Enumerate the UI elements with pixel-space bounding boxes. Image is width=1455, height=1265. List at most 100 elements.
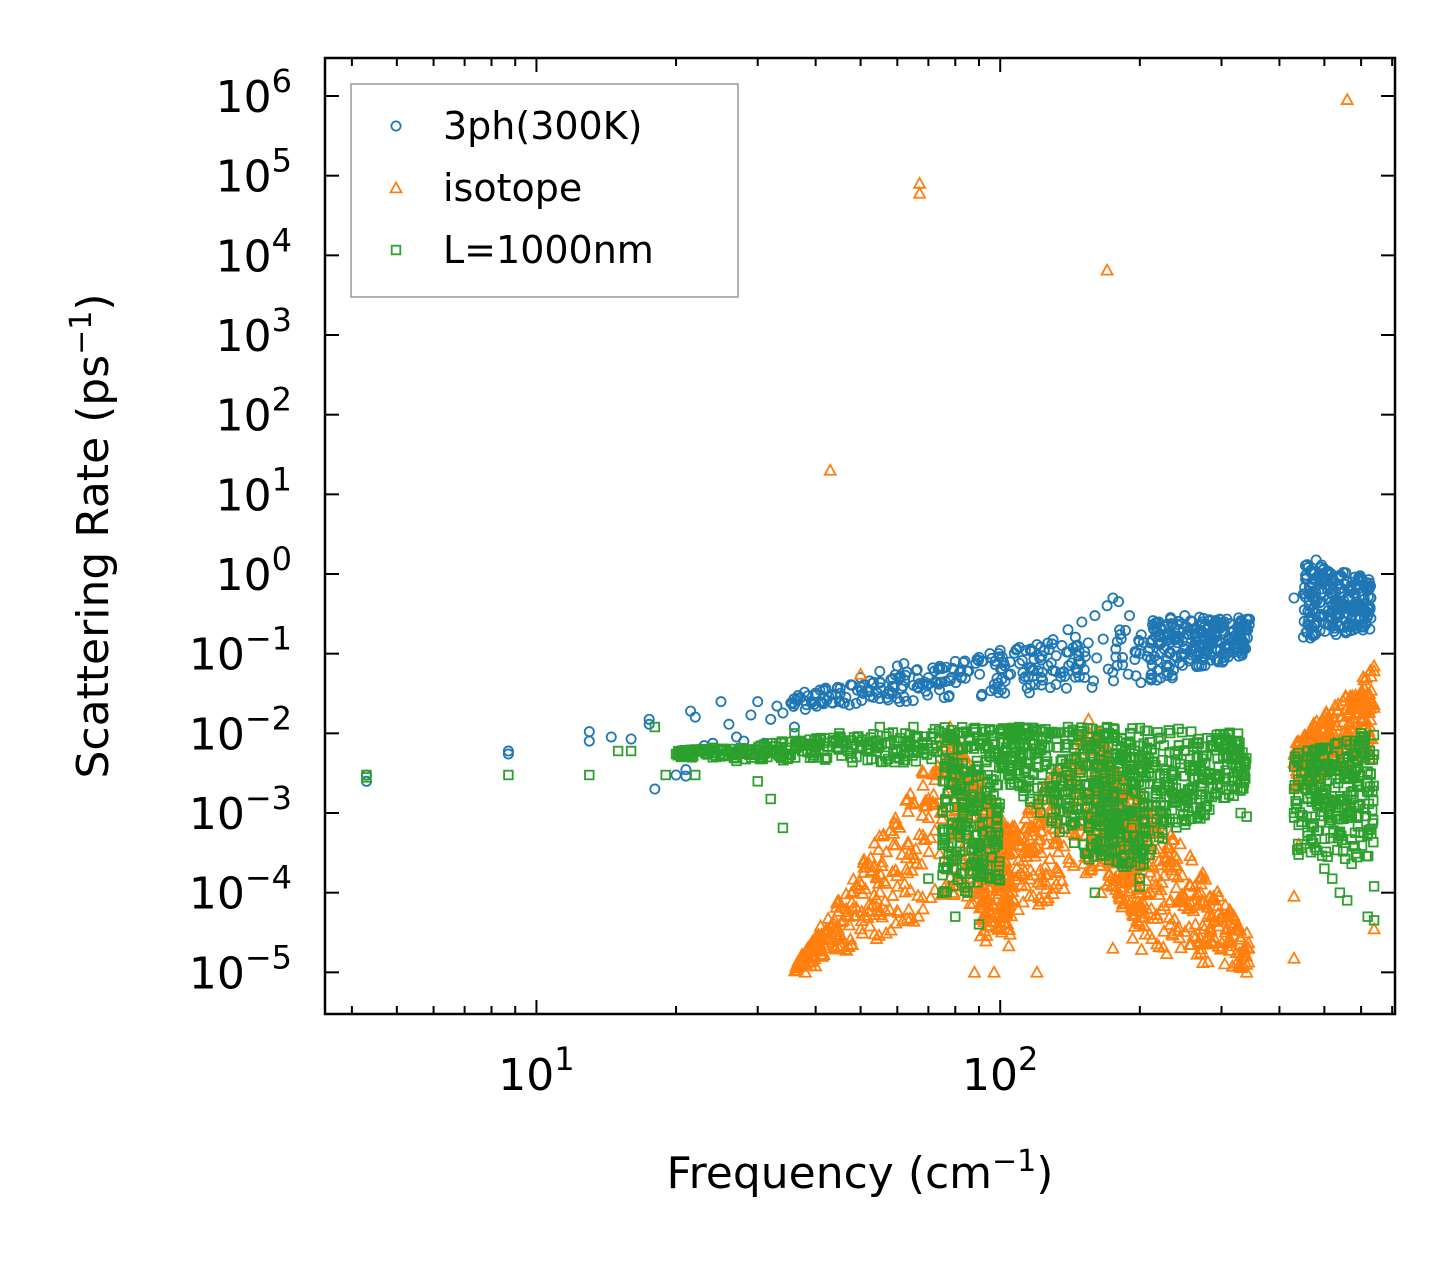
triangle-point — [912, 185, 927, 199]
triangle-point — [1198, 932, 1213, 946]
square-point — [1345, 786, 1357, 798]
triangle-point — [1034, 845, 1049, 859]
triangle-point — [1130, 894, 1146, 908]
square-point — [1288, 807, 1300, 819]
triangle-point — [1016, 894, 1031, 908]
circle-point — [1364, 623, 1376, 635]
triangle-point — [841, 939, 856, 953]
square-point — [1070, 775, 1081, 787]
square-point — [1062, 721, 1074, 733]
triangle-point — [1018, 878, 1034, 892]
triangle-point — [829, 900, 844, 913]
square-point — [1315, 773, 1327, 785]
triangle-point — [1113, 891, 1128, 905]
circle-point — [799, 703, 811, 715]
square-point — [857, 741, 868, 752]
square-point — [1212, 753, 1223, 764]
circle-point — [1207, 619, 1219, 631]
triangle-point — [1013, 866, 1028, 879]
square-point — [1152, 727, 1163, 738]
triangle-point — [860, 910, 875, 923]
triangle-point — [1203, 919, 1218, 933]
triangle-point — [901, 902, 916, 915]
triangle-point — [1049, 876, 1064, 890]
square-point — [889, 735, 900, 746]
square-point — [1060, 786, 1071, 798]
square-point — [1122, 831, 1133, 842]
square-point — [984, 724, 996, 735]
square-point — [1329, 739, 1341, 750]
square-point — [789, 728, 800, 739]
legend-label: 3ph(300K) — [443, 104, 642, 148]
circle-point — [1101, 600, 1113, 612]
y-tick-label: 10−2 — [189, 699, 292, 760]
circle-point — [943, 691, 955, 703]
circle-point — [1046, 638, 1058, 650]
circle-point — [1119, 624, 1131, 636]
square-point — [964, 876, 976, 888]
triangle-point — [1183, 937, 1198, 950]
square-point — [1093, 761, 1105, 773]
triangle-point — [1286, 888, 1302, 902]
square-point — [971, 761, 983, 772]
y-tick-label: 100 — [216, 540, 292, 601]
square-point — [1368, 881, 1380, 892]
circle-point — [1155, 648, 1167, 660]
circle-point — [502, 748, 514, 760]
square-point — [1338, 757, 1349, 768]
triangle-point — [1006, 879, 1021, 893]
y-tick-label: 103 — [216, 301, 292, 362]
triangle-point — [1354, 710, 1369, 724]
square-point — [1325, 814, 1336, 826]
square-point — [1184, 784, 1195, 796]
triangle-point — [978, 933, 993, 947]
square-point — [943, 841, 954, 852]
y-tick-label: 10−1 — [189, 620, 292, 681]
square-point — [937, 745, 948, 757]
circle-point — [1042, 660, 1054, 672]
triangle-point — [916, 765, 931, 779]
square-point — [1326, 764, 1337, 775]
circle-point — [643, 713, 655, 725]
circle-point — [1146, 668, 1158, 680]
triangle-point — [915, 808, 930, 821]
circle-point — [1079, 646, 1091, 658]
triangle-point — [1367, 921, 1382, 935]
triangle-point — [1011, 902, 1026, 916]
circle-point — [1013, 641, 1025, 653]
circle-point — [1097, 633, 1109, 645]
square-point — [1089, 771, 1101, 782]
square-point — [1229, 783, 1240, 795]
y-tick-label: 10−5 — [189, 938, 292, 999]
square-point — [940, 863, 952, 875]
square-point — [1362, 766, 1373, 777]
square-point — [1041, 758, 1052, 770]
square-point — [926, 753, 937, 765]
circle-point — [1190, 641, 1202, 653]
circle-point — [752, 696, 764, 708]
square-point — [1014, 721, 1025, 733]
triangle-point — [885, 888, 900, 901]
circle-point — [1311, 594, 1323, 606]
square-point — [1071, 752, 1082, 764]
square-point — [1323, 801, 1334, 813]
x-tick-label: 102 — [962, 1040, 1038, 1101]
square-point — [972, 877, 983, 888]
square-point — [1050, 774, 1062, 785]
square-point — [1029, 734, 1040, 746]
triangle-point — [1131, 914, 1146, 928]
square-point — [1200, 792, 1211, 803]
triangle-point — [1163, 917, 1178, 930]
square-point — [1223, 789, 1235, 800]
square-point — [1173, 723, 1184, 735]
triangle-point — [1032, 815, 1047, 829]
triangle-point — [1040, 890, 1056, 904]
square-point — [1124, 767, 1136, 778]
square-point — [1236, 766, 1247, 778]
circle-point — [1108, 675, 1120, 687]
triangle-point — [1211, 939, 1226, 952]
circle-point — [1058, 666, 1070, 678]
triangle-point — [991, 909, 1006, 922]
triangle-point — [1157, 923, 1172, 937]
circle-point — [1014, 658, 1026, 670]
